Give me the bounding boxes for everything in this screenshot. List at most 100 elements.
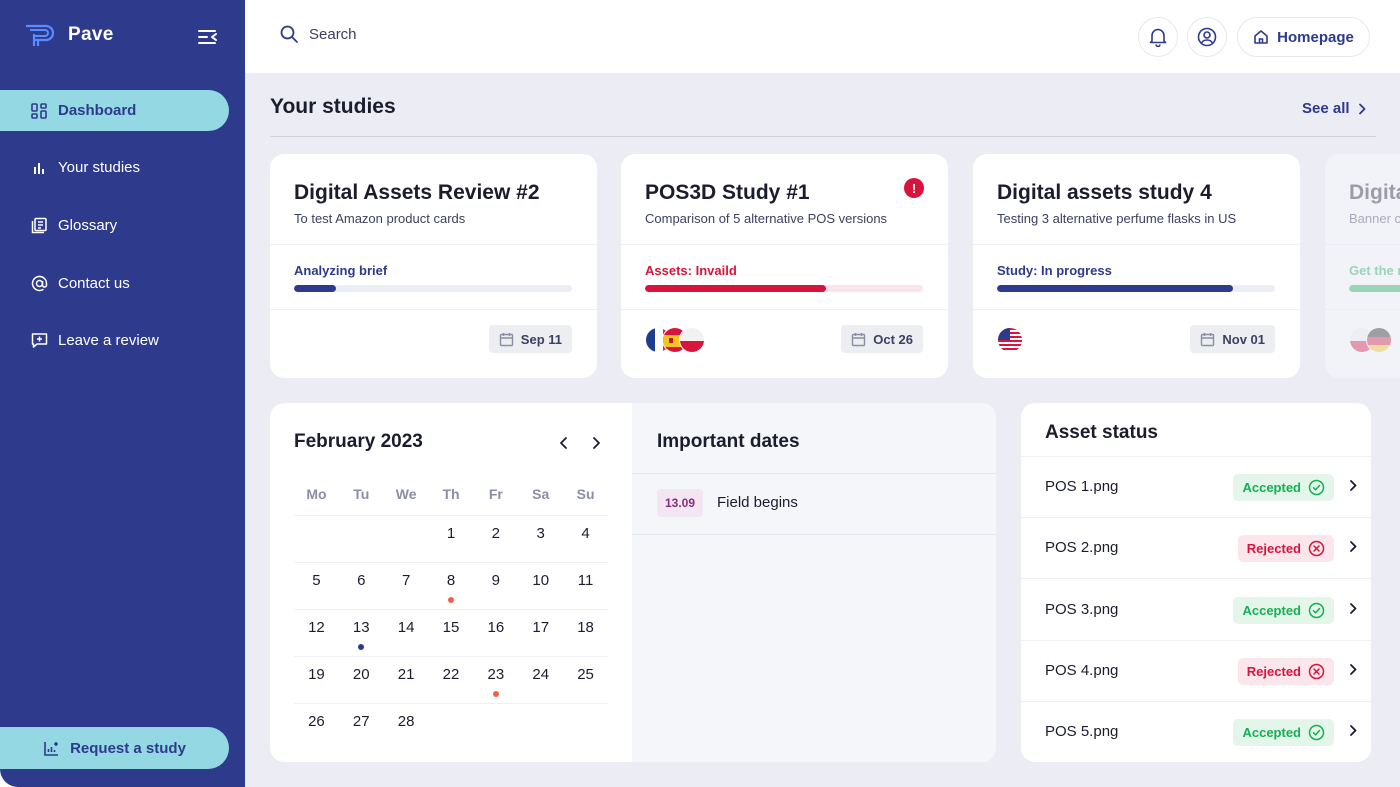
calendar-day[interactable]: 28 (384, 704, 429, 751)
asset-row[interactable]: POS 2.png Rejected (1021, 518, 1371, 580)
calendar-day[interactable]: 1 (429, 516, 474, 562)
calendar-day[interactable]: 18 (563, 610, 608, 656)
calendar-empty-cell (429, 704, 474, 751)
asset-row[interactable]: POS 5.png Accepted (1021, 702, 1371, 762)
calendar-day[interactable]: 26 (294, 704, 339, 751)
section-title: Your studies (270, 95, 396, 118)
homepage-label: Homepage (1277, 28, 1354, 46)
calendar-day-number: 12 (308, 619, 325, 636)
calendar-empty-cell (384, 516, 429, 562)
calendar-day-number: 23 (487, 666, 505, 683)
study-card[interactable]: POS3D Study #1 ! Comparison of 5 alterna… (621, 154, 948, 378)
asset-row[interactable]: POS 1.png Accepted (1021, 457, 1371, 518)
study-date: Oct 26 (873, 331, 913, 347)
sidebar-item-dashboard[interactable]: Dashboard (0, 90, 229, 131)
calendar-day[interactable]: 13 (339, 610, 384, 656)
calendar-day[interactable]: 21 (384, 657, 429, 703)
calendar-day[interactable]: 2 (473, 516, 518, 562)
calendar-day[interactable]: 17 (518, 610, 563, 656)
sidebar-item-leave-a-review[interactable]: Leave a review (0, 320, 229, 361)
study-card[interactable]: Digital assets study 4 Testing 3 alterna… (973, 154, 1300, 378)
asset-row[interactable]: POS 3.png Accepted (1021, 580, 1371, 641)
chart-add-icon (43, 740, 60, 757)
asset-row[interactable]: POS 4.png Rejected (1021, 641, 1371, 702)
see-all-label: See all (1302, 100, 1350, 117)
important-date-item[interactable]: 13.09 Field begins (632, 474, 996, 535)
x-circle-icon (1308, 663, 1325, 680)
poland-flag (679, 327, 705, 353)
calendar-day[interactable]: 24 (518, 657, 563, 703)
profile-button[interactable] (1187, 17, 1227, 57)
calendar-day[interactable]: 15 (429, 610, 474, 656)
card-divider (270, 244, 597, 245)
calendar-day[interactable]: 22 (429, 657, 474, 703)
event-marker-dot (358, 644, 365, 650)
study-date-chip: Sep 11 (488, 325, 572, 353)
country-flags (1349, 327, 1392, 353)
calendar-day-number: 1 (446, 525, 456, 542)
logo[interactable]: Pave (24, 22, 114, 48)
calendar-day[interactable]: 3 (518, 516, 563, 562)
calendar-day[interactable]: 7 (384, 563, 429, 609)
sidebar-item-contact-us[interactable]: Contact us (0, 263, 229, 304)
study-card[interactable]: Digital Assets Review #2 To test Amazon … (270, 154, 597, 378)
calendar-day[interactable]: 16 (473, 610, 518, 656)
calendar-day[interactable]: 9 (473, 563, 518, 609)
sidebar-item-glossary[interactable]: Glossary (0, 205, 229, 246)
important-date-badge: 13.09 (657, 489, 704, 517)
homepage-button[interactable]: Homepage (1237, 17, 1370, 57)
prev-month-button[interactable] (553, 433, 573, 453)
collapse-menu-icon[interactable] (196, 26, 220, 48)
study-date: Nov 01 (1222, 331, 1265, 347)
see-all-link[interactable]: See all (1302, 100, 1366, 117)
check-circle-icon (1308, 724, 1325, 741)
calendar-day-number: 10 (532, 572, 550, 589)
sidebar-item-your-studies[interactable]: Your studies (0, 147, 229, 188)
calendar-day[interactable]: 25 (563, 657, 608, 703)
calendar-week-row: 12 13 14 15 16 17 18 (294, 610, 608, 657)
study-card[interactable]: Digita Banner c Get the r (1325, 154, 1400, 378)
calendar-day[interactable]: 6 (339, 563, 384, 609)
home-icon (1253, 29, 1269, 45)
calendar-day[interactable]: 5 (294, 563, 339, 609)
chevron-right-icon (592, 437, 600, 449)
check-circle-icon (1308, 479, 1325, 496)
asset-name: POS 1.png (1045, 478, 1119, 495)
calendar-day[interactable]: 8 (429, 563, 474, 609)
progress-fill (294, 285, 336, 292)
calendar-day[interactable]: 10 (518, 563, 563, 609)
calendar-day[interactable]: 14 (384, 610, 429, 656)
accepted-badge: Accepted (1233, 474, 1334, 501)
chevron-right-icon (1350, 663, 1357, 675)
notifications-button[interactable] (1138, 17, 1178, 57)
chevron-right-icon (1350, 480, 1357, 491)
calendar-empty-cell (339, 516, 384, 562)
calendar-day[interactable]: 27 (339, 704, 384, 751)
grid-icon (30, 102, 48, 120)
calendar-day[interactable]: 23 (473, 657, 518, 703)
calendar-day[interactable]: 4 (563, 516, 608, 562)
next-month-button[interactable] (586, 433, 606, 453)
x-circle-icon (1308, 541, 1325, 557)
status-label: Accepted (1242, 602, 1301, 618)
request-study-button[interactable]: Request a study (0, 727, 229, 769)
alert-icon[interactable]: ! (904, 178, 924, 198)
calendar-day[interactable]: 20 (339, 657, 384, 703)
calendar-day-number: 2 (491, 525, 501, 542)
study-title: Digita (1349, 181, 1400, 204)
chevron-right-icon (1350, 602, 1357, 614)
calendar-day[interactable]: 12 (294, 610, 339, 656)
search-bar[interactable] (279, 24, 579, 44)
search-input[interactable] (309, 25, 559, 43)
calendar-day-number: 5 (312, 572, 321, 589)
sidebar-item-label: Leave a review (58, 332, 159, 349)
calendar-day-number: 17 (532, 619, 550, 636)
card-divider (621, 244, 948, 245)
calendar-day-number: 22 (442, 666, 460, 683)
book-icon (30, 217, 48, 235)
calendar-day[interactable]: 19 (294, 657, 339, 703)
calendar-day[interactable]: 11 (563, 563, 608, 609)
studies-carousel: Digital Assets Review #2 To test Amazon … (270, 154, 1400, 378)
study-progress-bar (997, 285, 1275, 292)
calendar-day-number: 20 (352, 666, 370, 683)
